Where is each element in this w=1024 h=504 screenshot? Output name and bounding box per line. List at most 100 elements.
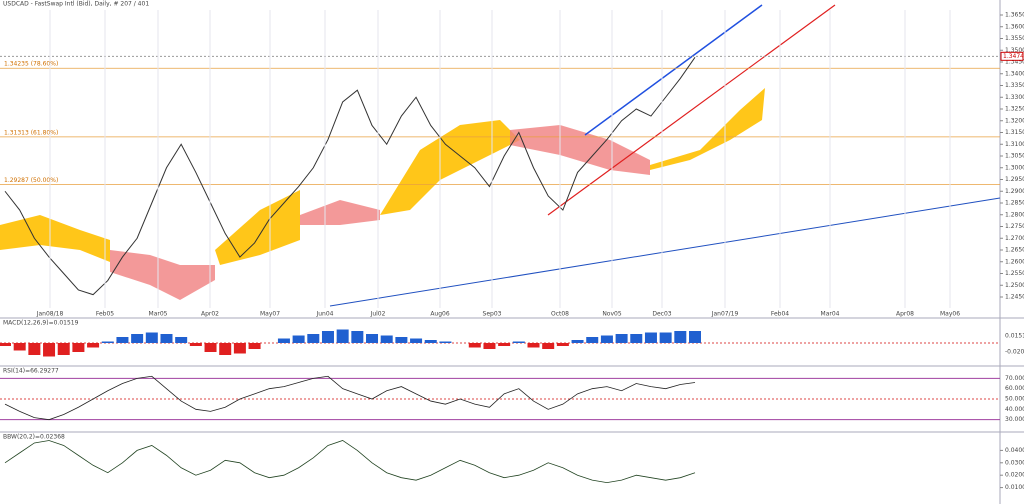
panel-label: BBW(20,2)=0.02368: [3, 434, 65, 441]
macd-bar: [57, 343, 70, 355]
price-badge: [1000, 51, 1024, 61]
macd-bar: [468, 343, 481, 348]
date-label: Jan07/19: [711, 311, 739, 318]
y-tick-label: 1.25000: [1005, 282, 1024, 289]
date-label: Feb05: [96, 311, 114, 318]
macd-bar: [145, 332, 158, 343]
price-line: [4, 57, 696, 296]
y-tick-label: 1.35500: [1005, 35, 1024, 42]
macd-bar: [483, 343, 496, 349]
panel-label: MACD(12,26,9)=0.01519: [3, 320, 79, 327]
cloud: [380, 120, 520, 215]
macd-bar: [615, 334, 628, 343]
date-label: Apr08: [896, 311, 914, 318]
macd-bar: [380, 335, 393, 343]
macd-bar: [659, 332, 672, 343]
macd-bar: [248, 343, 261, 349]
date-label: Apr02: [201, 311, 219, 318]
macd-bar: [571, 340, 584, 343]
cloud: [0, 215, 110, 262]
y-tick-label: 0.03000: [1005, 459, 1024, 466]
macd-bar: [292, 335, 305, 343]
macd-bar: [321, 331, 334, 343]
macd-bar: [72, 343, 85, 352]
current-price: 1.34742: [1003, 53, 1024, 60]
macd-bar: [689, 331, 701, 343]
y-tick-label: 40.00000: [1005, 406, 1024, 413]
macd-bar: [189, 343, 202, 346]
y-tick-label: 0.02000: [1005, 472, 1024, 479]
date-label: Sep03: [483, 311, 502, 318]
macd-bar: [424, 340, 437, 343]
trend-line: [584, 4, 763, 136]
y-tick-label: 0.01000: [1005, 484, 1024, 491]
y-tick-label: 1.32000: [1005, 117, 1024, 124]
y-tick-label: 1.26500: [1005, 247, 1024, 254]
macd-bar: [395, 337, 408, 343]
fib-label: 1.34235 (78.60%): [4, 61, 58, 68]
rsi-line: [4, 375, 696, 421]
fib-label: 1.31313 (61.80%): [4, 129, 58, 136]
y-tick-label: 50.00000: [1005, 396, 1024, 403]
y-tick-label: 70.00000: [1005, 375, 1024, 382]
macd-bar: [43, 343, 56, 357]
date-label: Nov05: [602, 311, 622, 318]
y-tick-label: 1.26000: [1005, 258, 1024, 265]
y-tick-label: 1.30500: [1005, 153, 1024, 160]
macd-bar: [512, 341, 525, 343]
macd-bar: [410, 338, 423, 343]
macd-bar: [586, 337, 599, 343]
macd-bar: [439, 341, 452, 343]
date-label: Oct08: [551, 311, 569, 318]
y-tick-label: 0.04000: [1005, 447, 1024, 454]
macd-bar: [674, 331, 687, 343]
y-tick-label: 1.36500: [1005, 12, 1024, 19]
date-label: May07: [260, 311, 280, 318]
macd-bar: [87, 343, 100, 348]
y-tick-label: 1.29500: [1005, 176, 1024, 183]
chart-title: USDCAD - FastSwap Intl (Bid), Daily, # 2…: [3, 1, 149, 8]
y-tick-label: 60.00000: [1005, 385, 1024, 392]
bbw-line: [4, 440, 696, 484]
date-label: Jul02: [370, 311, 386, 318]
macd-bar: [131, 334, 144, 343]
macd-bar: [116, 337, 129, 343]
y-tick-label: 30.00000: [1005, 416, 1024, 423]
macd-bar: [556, 343, 569, 346]
macd-bar: [542, 343, 555, 349]
macd-bar: [13, 343, 26, 351]
macd-bar: [630, 334, 643, 343]
fib-label: 1.29287 (50.00%): [4, 177, 58, 184]
y-tick-label: 1.30000: [1005, 164, 1024, 171]
macd-bar: [28, 343, 41, 355]
cloud: [510, 125, 650, 175]
macd-bar: [175, 337, 188, 343]
macd-bar: [219, 343, 232, 355]
y-tick-label: 1.33000: [1005, 94, 1024, 101]
macd-bar: [644, 332, 657, 343]
y-tick-label: 1.29000: [1005, 188, 1024, 195]
date-label: Aug06: [430, 311, 450, 318]
macd-bar: [600, 335, 613, 343]
y-tick-label: 0.01519: [1005, 333, 1024, 340]
date-label: Mar05: [149, 311, 168, 318]
date-label: Mar04: [821, 311, 840, 318]
cloud: [110, 250, 215, 300]
y-tick-label: 1.34500: [1005, 59, 1024, 66]
y-tick-label: 1.28500: [1005, 200, 1024, 207]
y-tick-label: 1.32500: [1005, 106, 1024, 113]
date-label: Dec03: [652, 311, 671, 318]
macd-bar: [527, 343, 540, 348]
macd-bar: [277, 338, 290, 343]
date-label: Feb04: [771, 311, 789, 318]
macd-bar: [0, 343, 11, 346]
date-label: May06: [940, 311, 960, 318]
date-label: Jun04: [315, 311, 333, 318]
y-tick-label: 1.27000: [1005, 235, 1024, 242]
macd-bar: [307, 334, 320, 343]
trend-line: [547, 4, 836, 216]
y-tick-label: 1.31500: [1005, 129, 1024, 136]
y-tick-label: 1.34000: [1005, 70, 1024, 77]
